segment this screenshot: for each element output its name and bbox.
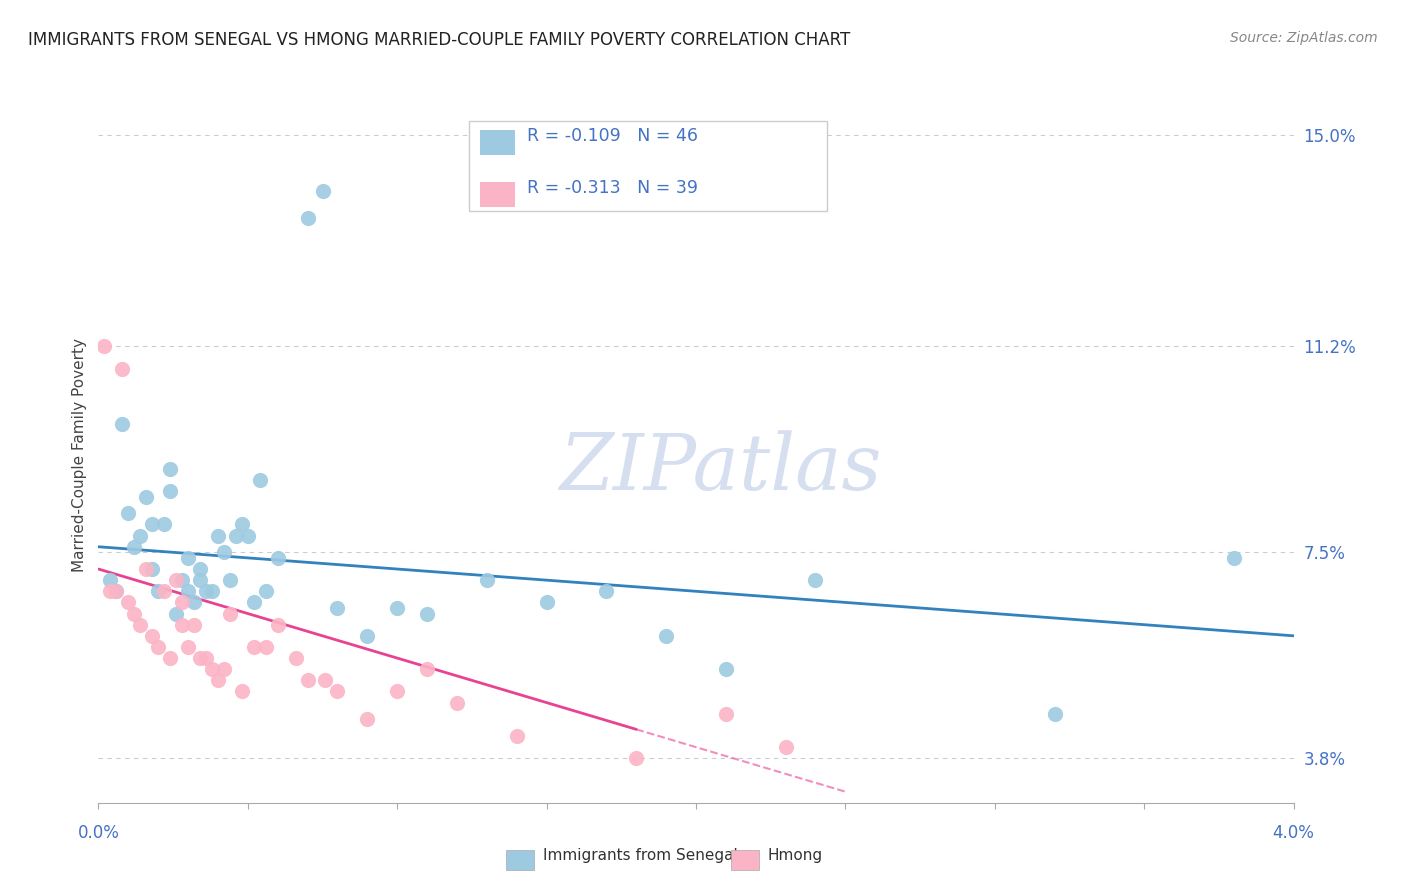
- Point: [188, 651, 211, 665]
- Point: [177, 550, 200, 565]
- Text: R = -0.109   N = 46: R = -0.109 N = 46: [527, 127, 697, 145]
- Point: [446, 696, 468, 710]
- Point: [219, 573, 242, 587]
- Point: [105, 584, 128, 599]
- Point: [212, 662, 235, 676]
- Point: [111, 361, 134, 376]
- Point: [1043, 706, 1066, 721]
- Point: [267, 550, 290, 565]
- Point: [183, 617, 205, 632]
- Point: [148, 640, 170, 654]
- Point: [135, 490, 157, 504]
- Point: [1222, 550, 1246, 565]
- Point: [212, 545, 235, 559]
- Point: [165, 573, 187, 587]
- Text: Hmong: Hmong: [768, 847, 823, 863]
- Point: [284, 651, 307, 665]
- Point: [172, 573, 194, 587]
- Point: [326, 684, 349, 698]
- Point: [506, 729, 529, 743]
- Point: [219, 607, 242, 621]
- Point: [315, 673, 337, 688]
- Point: [105, 584, 128, 599]
- Point: [159, 651, 181, 665]
- Point: [356, 629, 378, 643]
- Point: [153, 517, 176, 532]
- Point: [165, 607, 187, 621]
- Point: [231, 517, 253, 532]
- Text: R = -0.313   N = 39: R = -0.313 N = 39: [527, 179, 697, 197]
- Point: [655, 629, 678, 643]
- Point: [159, 462, 181, 476]
- Point: [124, 607, 146, 621]
- Point: [254, 640, 277, 654]
- Point: [775, 740, 797, 755]
- Point: [129, 528, 152, 542]
- Text: 4.0%: 4.0%: [1272, 824, 1315, 842]
- Point: [326, 601, 349, 615]
- Point: [385, 684, 409, 698]
- Text: ZIPatlas: ZIPatlas: [558, 431, 882, 507]
- Point: [141, 562, 163, 576]
- Point: [172, 617, 194, 632]
- Point: [714, 706, 737, 721]
- Point: [177, 640, 200, 654]
- Point: [416, 607, 439, 621]
- Point: [129, 617, 152, 632]
- Point: [98, 573, 122, 587]
- Point: [153, 584, 176, 599]
- Point: [475, 573, 498, 587]
- Point: [159, 484, 181, 499]
- Point: [714, 662, 737, 676]
- Point: [111, 417, 134, 432]
- Point: [536, 595, 558, 609]
- Y-axis label: Married-Couple Family Poverty: Married-Couple Family Poverty: [72, 338, 87, 572]
- Text: Immigrants from Senegal: Immigrants from Senegal: [543, 847, 738, 863]
- Point: [267, 617, 290, 632]
- Point: [249, 473, 271, 487]
- Point: [124, 540, 146, 554]
- Point: [194, 651, 218, 665]
- Text: IMMIGRANTS FROM SENEGAL VS HMONG MARRIED-COUPLE FAMILY POVERTY CORRELATION CHART: IMMIGRANTS FROM SENEGAL VS HMONG MARRIED…: [28, 31, 851, 49]
- Point: [626, 751, 648, 765]
- Point: [804, 573, 827, 587]
- Point: [243, 595, 266, 609]
- Point: [188, 573, 211, 587]
- Point: [297, 211, 319, 226]
- Point: [356, 712, 378, 726]
- Point: [254, 584, 277, 599]
- Point: [98, 584, 122, 599]
- Point: [141, 629, 163, 643]
- Point: [236, 528, 259, 542]
- Point: [93, 339, 115, 353]
- Point: [117, 507, 139, 521]
- Point: [416, 662, 439, 676]
- Text: Source: ZipAtlas.com: Source: ZipAtlas.com: [1230, 31, 1378, 45]
- Text: 0.0%: 0.0%: [77, 824, 120, 842]
- Point: [177, 584, 200, 599]
- Point: [207, 673, 229, 688]
- Point: [148, 584, 170, 599]
- Point: [243, 640, 266, 654]
- Point: [183, 595, 205, 609]
- Point: [207, 528, 229, 542]
- Point: [135, 562, 157, 576]
- Point: [231, 684, 253, 698]
- Point: [297, 673, 319, 688]
- Point: [225, 528, 247, 542]
- Point: [188, 562, 211, 576]
- Point: [311, 184, 333, 198]
- Point: [595, 584, 617, 599]
- Point: [385, 601, 409, 615]
- Point: [201, 662, 224, 676]
- Point: [201, 584, 224, 599]
- Point: [172, 595, 194, 609]
- Point: [117, 595, 139, 609]
- Point: [141, 517, 163, 532]
- Point: [194, 584, 218, 599]
